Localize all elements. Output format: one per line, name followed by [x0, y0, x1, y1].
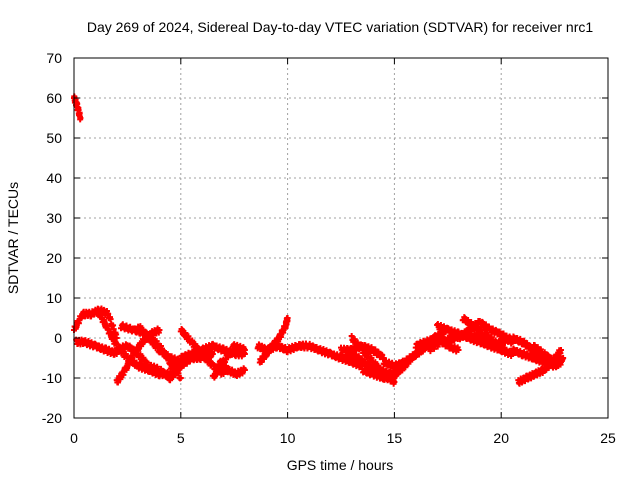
y-tick-labels: -20 -10 0 10 20 30 40 50 60 70 — [42, 50, 62, 426]
y-tick-label: -20 — [42, 410, 62, 426]
chart-title: Day 269 of 2024, Sidereal Day-to-day VTE… — [87, 19, 593, 35]
data-point — [241, 367, 248, 373]
y-axis-label: SDTVAR / TECUs — [5, 182, 21, 294]
data-points-layer — [71, 93, 567, 387]
x-tick-label: 10 — [280, 430, 296, 446]
y-tick-label: 30 — [46, 210, 62, 226]
x-tick-label: 5 — [177, 430, 185, 446]
data-point — [502, 347, 509, 353]
y-tick-label: 40 — [46, 170, 62, 186]
data-point — [220, 371, 227, 377]
data-point — [156, 327, 163, 333]
data-point — [241, 347, 248, 353]
y-tick-label: 0 — [54, 330, 62, 346]
data-point — [284, 315, 291, 321]
x-tick-labels: 0 5 10 15 20 25 — [70, 430, 616, 446]
x-tick-label: 15 — [387, 430, 403, 446]
y-tick-label: 50 — [46, 130, 62, 146]
x-axis-label: GPS time / hours — [287, 457, 394, 473]
data-point — [558, 347, 565, 353]
plot-frame — [73, 57, 609, 419]
x-tick-label: 20 — [493, 430, 509, 446]
y-tick-label: 20 — [46, 250, 62, 266]
y-tick-label: -10 — [42, 370, 62, 386]
x-tick-label: 0 — [70, 430, 78, 446]
data-point — [209, 351, 216, 357]
y-tick-label: 60 — [46, 90, 62, 106]
ticks-layer — [73, 57, 609, 419]
data-point — [455, 347, 462, 353]
data-point — [177, 375, 184, 381]
data-point — [560, 355, 567, 361]
x-tick-label: 25 — [600, 430, 616, 446]
data-point — [77, 115, 84, 121]
y-tick-label: 70 — [46, 50, 62, 66]
y-tick-label: 10 — [46, 290, 62, 306]
